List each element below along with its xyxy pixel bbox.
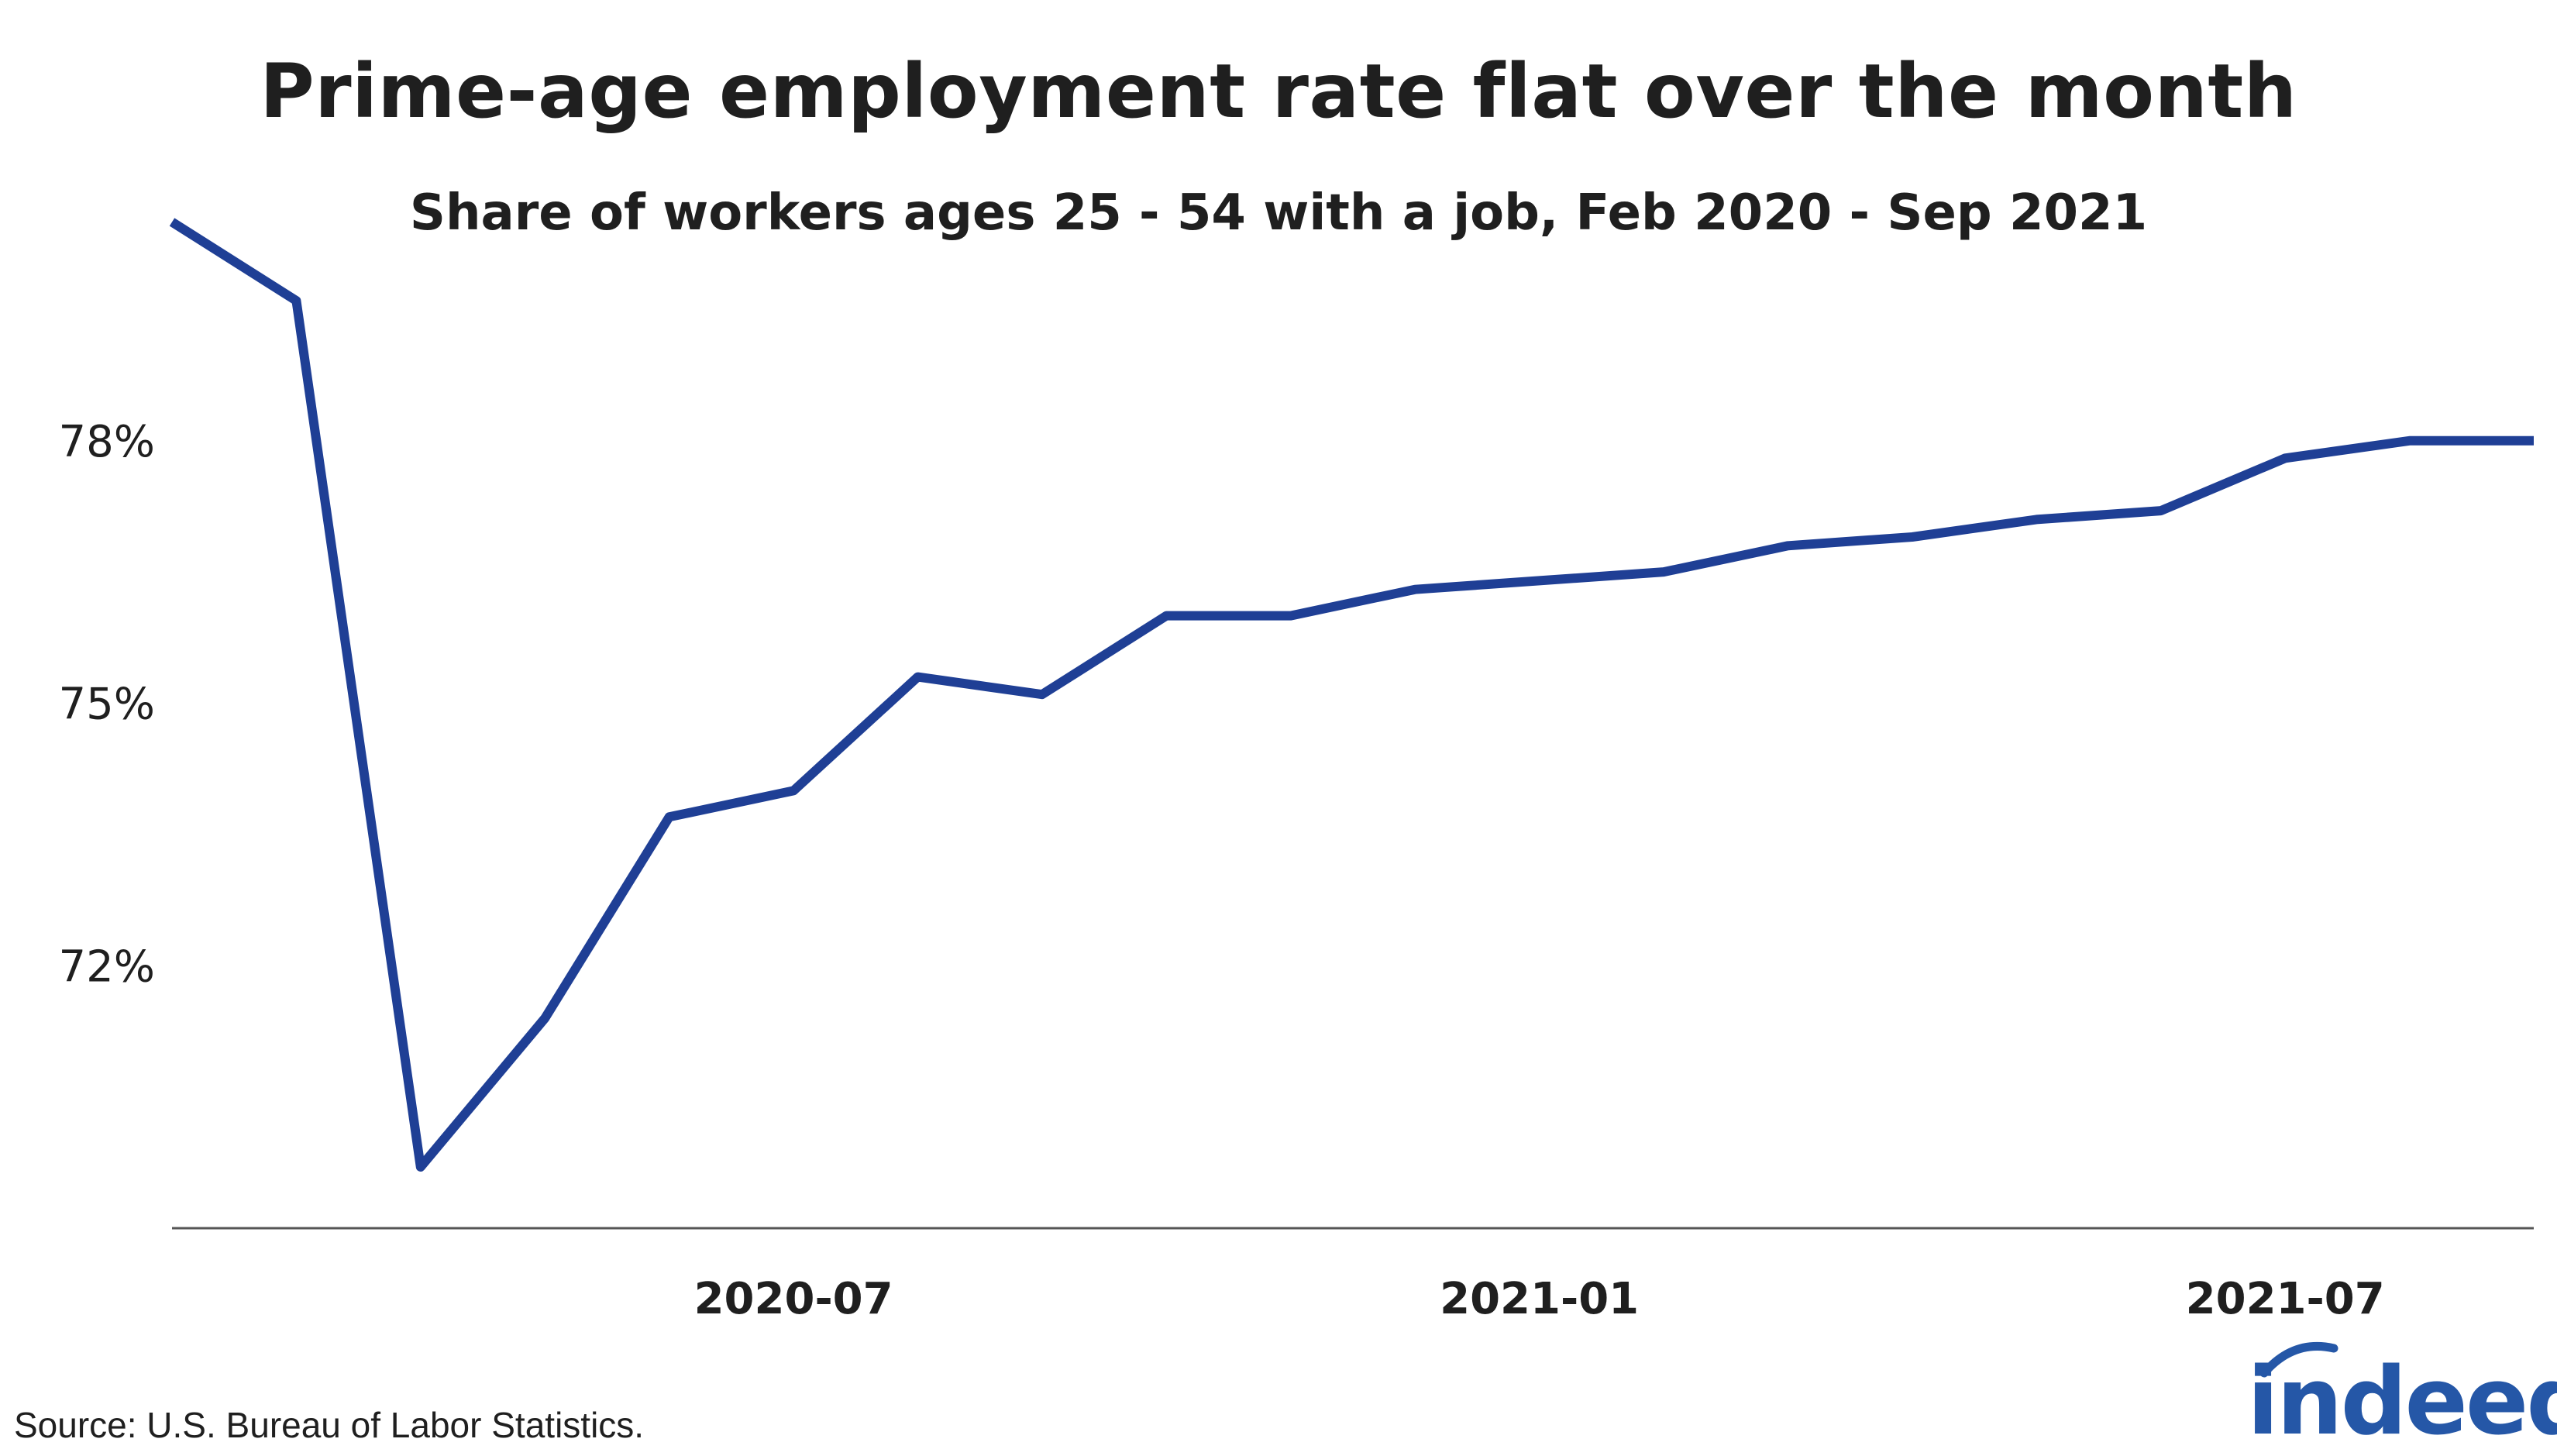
chart-title: Prime-age employment rate flat over the …: [260, 48, 2297, 135]
logo-arc-icon: [2259, 1341, 2338, 1378]
series-line: [169, 218, 2534, 1172]
x-tick-label: 2020-07: [694, 1274, 893, 1324]
x-tick-label: 2021-01: [1440, 1274, 1639, 1324]
chart-subtitle: Share of workers ages 25 - 54 with a job…: [409, 184, 2148, 242]
x-axis-ticks: 2020-07 2021-01 2021-07: [694, 1274, 2385, 1324]
source-note: Source: U.S. Bureau of Labor Statistics.: [14, 1405, 645, 1445]
x-tick-label: 2021-07: [2186, 1274, 2385, 1324]
y-axis-ticks: 72% 75% 78%: [59, 417, 155, 993]
y-tick-label: 78%: [59, 417, 155, 467]
logo-wordmark: indeed: [2247, 1348, 2557, 1456]
y-tick-label: 72%: [59, 941, 155, 992]
indeed-logo: indeed: [2247, 1333, 2557, 1449]
y-tick-label: 75%: [59, 680, 155, 730]
